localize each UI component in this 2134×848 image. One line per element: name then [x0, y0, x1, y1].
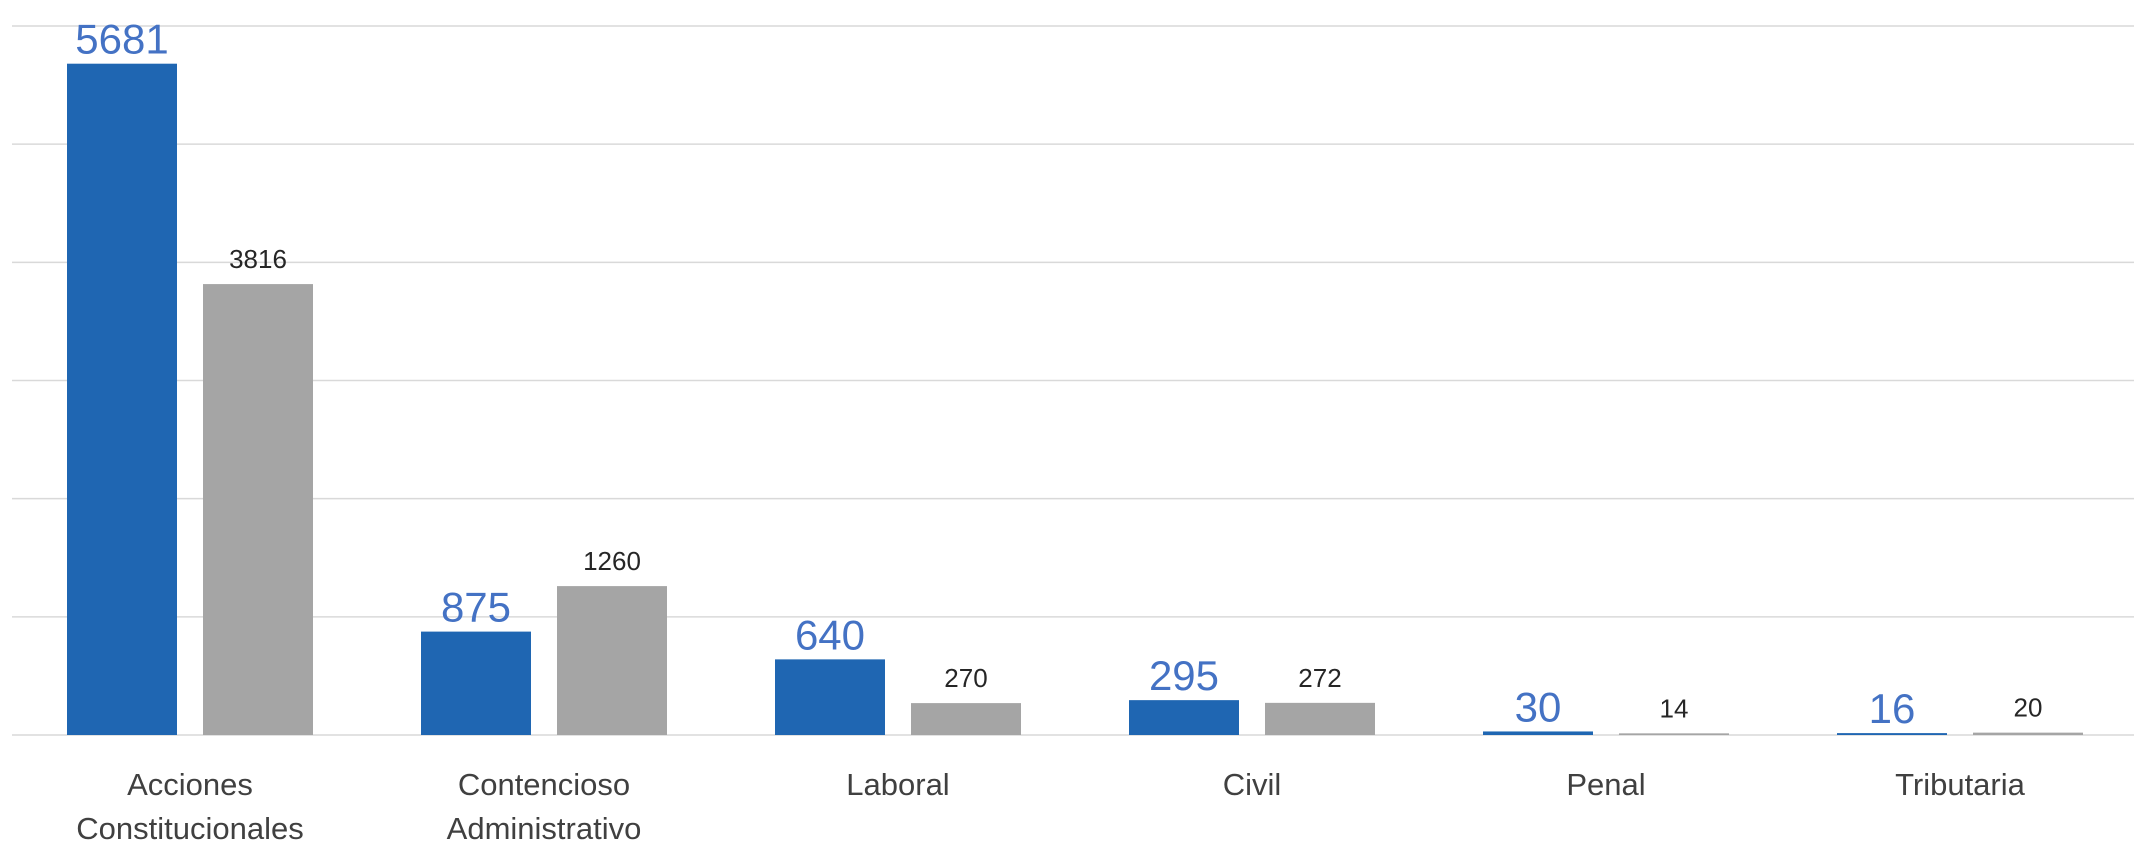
data-label: 5681 [75, 16, 168, 63]
gridlines [12, 25, 2134, 736]
data-label: 14 [1660, 693, 1689, 723]
bar [421, 631, 531, 735]
category-label: Tributaria [1895, 767, 2026, 802]
category-label: Laboral [846, 767, 949, 802]
data-label: 16 [1869, 685, 1916, 732]
data-label: 1260 [583, 546, 641, 576]
bar [1619, 733, 1729, 735]
bar [775, 659, 885, 735]
data-label: 875 [441, 584, 511, 631]
bar [203, 284, 313, 735]
bar [911, 703, 1021, 735]
data-label: 295 [1149, 652, 1219, 699]
category-label: Contencioso [458, 767, 630, 802]
category-label: Constitucionales [76, 811, 303, 846]
data-label: 30 [1515, 683, 1562, 730]
bar [67, 63, 177, 735]
bar [1837, 733, 1947, 735]
data-label: 640 [795, 611, 865, 658]
category-labels: Acciones Constitucionales Contencioso Admin… [76, 767, 2025, 846]
data-label: 270 [944, 663, 987, 693]
data-labels: 5681 3816 875 1260 640 270 295 272 30 14 16 20 [75, 16, 2042, 732]
bar [1483, 731, 1593, 735]
category-label: Civil [1223, 767, 1282, 802]
bar [557, 586, 667, 735]
category-label: Acciones [127, 767, 253, 802]
bars [67, 63, 2083, 735]
data-label: 3816 [229, 244, 287, 274]
category-label: Penal [1566, 767, 1645, 802]
data-label: 20 [2014, 693, 2043, 723]
bar [1129, 700, 1239, 735]
bar [1265, 702, 1375, 735]
data-label: 272 [1298, 663, 1341, 693]
bar [1973, 732, 2083, 735]
category-label: Administrativo [447, 811, 642, 846]
